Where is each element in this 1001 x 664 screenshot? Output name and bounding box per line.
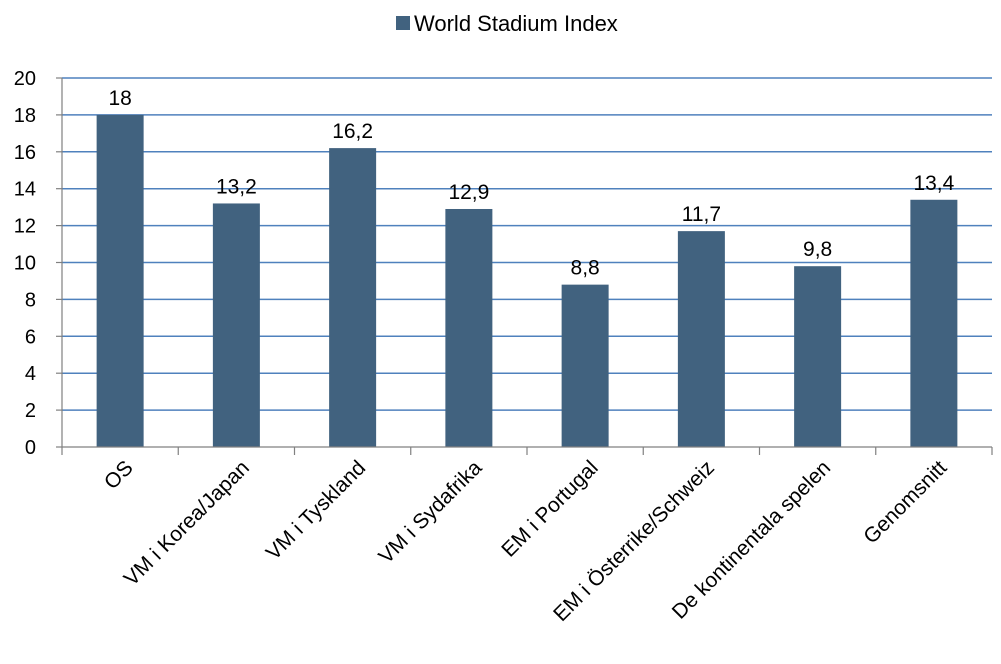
- y-tick-label: 6: [25, 326, 36, 348]
- data-label: 13,4: [913, 172, 954, 195]
- data-label: 8,8: [571, 257, 600, 280]
- data-label: 11,7: [682, 203, 721, 226]
- bar: [561, 284, 609, 447]
- data-label: 9,8: [803, 238, 832, 261]
- x-tick-label: EM i Portugal: [497, 456, 602, 561]
- bars: [96, 114, 958, 448]
- data-label: 12,9: [448, 181, 489, 204]
- bar: [96, 114, 144, 448]
- y-axis-tick-labels: 0 2 4 6 8 10 12 14 16 18 20: [14, 68, 62, 459]
- y-tick-label: 20: [14, 68, 36, 90]
- legend-label: World Stadium Index: [414, 11, 618, 36]
- gridlines: [62, 77, 992, 411]
- y-tick-label: 18: [14, 105, 36, 127]
- data-label: 16,2: [332, 120, 373, 143]
- data-label: 13,2: [216, 175, 257, 198]
- bar: [910, 199, 958, 447]
- x-tick-label: Genomsnitt: [859, 456, 951, 548]
- y-tick-label: 4: [25, 363, 36, 385]
- x-tick-label: VM i Korea/Japan: [120, 456, 254, 590]
- bar: [212, 203, 260, 447]
- y-tick-label: 16: [14, 142, 36, 164]
- y-tick-label: 10: [14, 253, 36, 275]
- x-tick-label: VM i Sydafrika: [374, 456, 486, 568]
- data-labels: 18 13,2 16,2 12,9 8,8 11,7 9,8 13,4: [108, 87, 954, 280]
- y-tick-label: 2: [25, 400, 36, 422]
- bar: [794, 266, 842, 447]
- chart-legend: World Stadium Index: [396, 11, 618, 36]
- x-tick-label: OS: [100, 456, 138, 494]
- x-tick-label: VM i Tyskland: [262, 456, 370, 564]
- y-tick-label: 14: [14, 179, 36, 201]
- y-tick-label: 0: [25, 437, 36, 459]
- axes: [61, 78, 993, 455]
- bar: [677, 231, 725, 447]
- bar: [445, 208, 493, 447]
- data-label: 18: [108, 87, 131, 110]
- y-tick-label: 8: [25, 289, 36, 311]
- bar: [329, 148, 377, 448]
- y-tick-label: 12: [14, 216, 36, 238]
- legend-swatch: [396, 16, 410, 30]
